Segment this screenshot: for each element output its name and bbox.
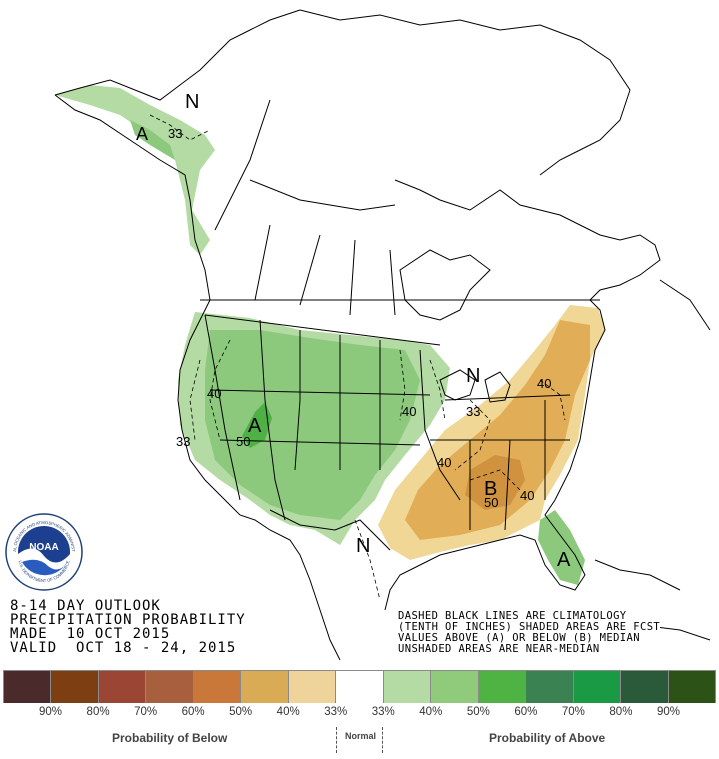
legend-swatch-6 xyxy=(288,671,337,703)
legend-tick-3: 60% xyxy=(181,706,205,718)
above-florida-region xyxy=(538,510,585,585)
noaa-logo: NOAA NATIONAL OCEANIC AND ATMOSPHERIC AD… xyxy=(4,512,83,591)
note-line-3: VALUES ABOVE (A) OR BELOW (B) MEDIAN xyxy=(398,632,640,644)
legend-tick-7: 33% xyxy=(371,706,395,718)
legend-tick-5: 40% xyxy=(276,706,300,718)
label-50-west: 50 xyxy=(236,434,250,449)
legend-swatch-10 xyxy=(478,671,527,703)
legend-divider-left xyxy=(336,727,337,753)
label-n-texas: N xyxy=(356,535,370,557)
label-a-florida: A xyxy=(557,549,571,571)
label-a-west: A xyxy=(248,415,262,437)
note-line-4: UNSHADED AREAS ARE NEAR-MEDIAN xyxy=(398,643,600,655)
above-west-region xyxy=(178,312,450,545)
outlook-subtitle: PRECIPITATION PROBABILITY xyxy=(10,612,246,628)
outlook-title-block: 8-14 DAY OUTLOOK PRECIPITATION PROBABILI… xyxy=(10,599,246,655)
outlook-title: 8-14 DAY OUTLOOK xyxy=(10,598,161,614)
label-40-south: 40 xyxy=(437,455,451,470)
label-n-northwest: N xyxy=(185,91,199,113)
legend-swatch-3 xyxy=(146,671,194,703)
legend-tick-11: 70% xyxy=(561,706,585,718)
label-33-alaska: 33 xyxy=(168,126,182,141)
label-33-west: 33 xyxy=(176,434,190,449)
outlook-made-date: MADE 10 OCT 2015 xyxy=(10,626,171,642)
probability-legend xyxy=(3,670,717,703)
legend-swatch-9 xyxy=(431,671,479,703)
note-line-2: (TENTH OF INCHES) SHADED AREAS ARE FCST xyxy=(398,621,661,633)
label-n-greatlakes: N xyxy=(466,365,480,387)
label-50-southeast: 50 xyxy=(484,495,498,510)
legend-tick-12: 80% xyxy=(609,706,633,718)
climatology-lines xyxy=(149,114,566,601)
legend-swatch-8 xyxy=(383,671,432,703)
legend-swatch-12 xyxy=(573,671,622,703)
above-alaska-region xyxy=(55,85,215,255)
legend-tick-labels: 90% 80% 70% 60% 50% 40% 33% 33% 40% 50% 60% 70% 80% 9… xyxy=(3,706,716,720)
legend-swatch-7 xyxy=(336,671,384,703)
legend-swatch-13 xyxy=(621,671,669,703)
legend-above-caption: Probability of Above xyxy=(489,731,606,745)
below-southeast-region xyxy=(378,305,605,560)
legend-tick-2: 70% xyxy=(134,706,158,718)
legend-swatch-11 xyxy=(526,671,574,703)
legend-swatch-1 xyxy=(51,671,99,703)
legend-tick-1: 80% xyxy=(86,706,110,718)
legend-tick-9: 50% xyxy=(466,706,490,718)
label-40-southeast: 40 xyxy=(520,488,534,503)
legend-tick-10: 60% xyxy=(514,706,538,718)
map-notes: DASHED BLACK LINES ARE CLIMATOLOGY (TENT… xyxy=(398,610,661,655)
legend-swatch-5 xyxy=(241,671,289,703)
precipitation-outlook-map: N A 33 A 50 40 33 40 N 33 40 40 B 50 40 … xyxy=(54,9,711,661)
label-40-plains: 40 xyxy=(402,404,416,419)
legend-tick-0: 90% xyxy=(39,706,63,718)
outlook-valid-range: VALID OCT 18 - 24, 2015 xyxy=(10,640,237,656)
coastlines xyxy=(54,9,711,661)
legend-swatch-0 xyxy=(3,671,52,703)
noaa-logo-text: NOAA xyxy=(29,542,58,553)
legend-tick-13: 90% xyxy=(656,706,680,718)
legend-divider-right xyxy=(382,727,383,753)
legend-below-caption: Probability of Below xyxy=(112,731,228,745)
legend-normal-caption: Normal xyxy=(345,731,377,741)
label-40-northeast: 40 xyxy=(537,376,551,391)
label-b-southeast: B xyxy=(484,478,497,500)
label-33-east: 33 xyxy=(466,404,480,419)
label-40-west: 40 xyxy=(207,386,221,401)
legend-tick-4: 50% xyxy=(229,706,253,718)
legend-tick-6: 33% xyxy=(324,706,348,718)
note-line-1: DASHED BLACK LINES ARE CLIMATOLOGY xyxy=(398,610,627,622)
legend-swatch-14 xyxy=(668,671,717,703)
label-a-alaska: A xyxy=(136,124,148,144)
legend-swatch-4 xyxy=(193,671,242,703)
legend-swatch-2 xyxy=(98,671,147,703)
legend-tick-8: 40% xyxy=(419,706,443,718)
